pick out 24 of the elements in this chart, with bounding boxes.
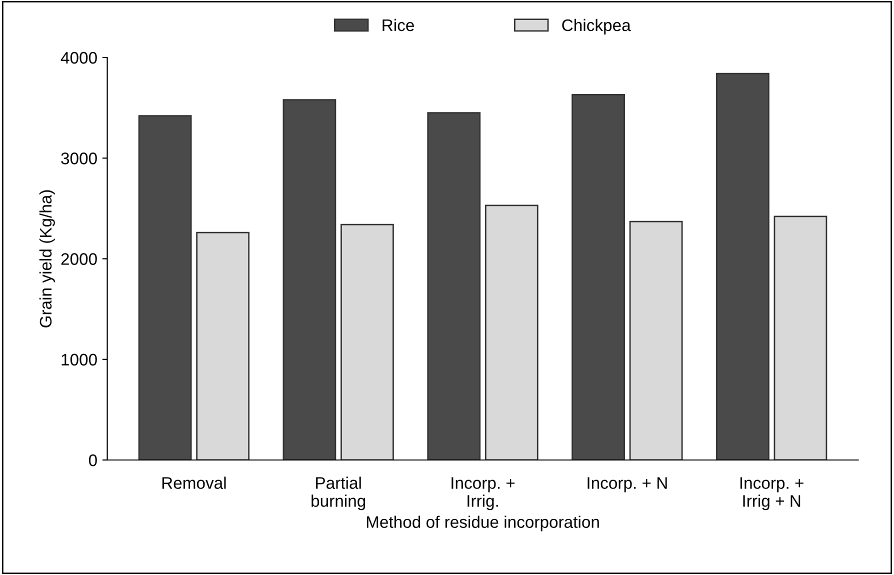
y-tick-label: 3000 — [61, 152, 97, 164]
y-tick-label: 1000 — [62, 354, 97, 366]
x-tick-label: Incorp. + N — [588, 477, 667, 492]
x-axis-title: Method of residue incorporation — [366, 516, 599, 532]
bar — [196, 232, 250, 460]
x-tick-label: Removal — [162, 476, 226, 489]
bar — [138, 115, 192, 460]
bar — [774, 216, 828, 460]
bar — [716, 72, 770, 460]
bar — [484, 204, 538, 460]
x-tick-label: Incorp. + Irrig + N — [740, 477, 804, 510]
y-tick-label: 0 — [88, 454, 97, 466]
bar — [572, 94, 625, 460]
y-axis-title: Grain yield (Kg/ha) — [39, 190, 55, 328]
bar — [427, 112, 481, 460]
x-tick-label: Incorp. + Irrig. — [452, 477, 515, 510]
bar — [340, 224, 394, 460]
bar — [282, 99, 336, 460]
y-tick-label: 4000 — [60, 52, 97, 64]
legend-label: Chickpea — [562, 18, 631, 34]
x-tick-label: Partial burning — [312, 476, 366, 510]
legend-label: Rice — [382, 18, 414, 32]
bar — [629, 220, 683, 460]
y-tick-label: 2000 — [61, 253, 97, 265]
